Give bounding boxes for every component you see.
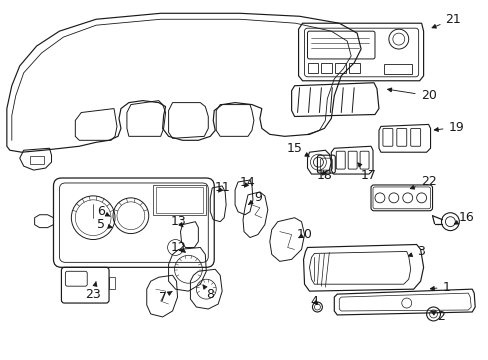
Text: 23: 23 bbox=[85, 282, 101, 301]
Text: 13: 13 bbox=[170, 215, 186, 228]
Text: 14: 14 bbox=[240, 176, 255, 189]
Text: 6: 6 bbox=[97, 205, 110, 218]
Bar bbox=[30, 156, 43, 164]
Text: 1: 1 bbox=[429, 281, 449, 294]
Text: 11: 11 bbox=[214, 181, 229, 194]
Text: 22: 22 bbox=[409, 175, 436, 189]
Text: 21: 21 bbox=[431, 13, 460, 28]
Text: 2: 2 bbox=[430, 310, 445, 323]
Text: 10: 10 bbox=[296, 228, 312, 241]
Text: 7: 7 bbox=[158, 291, 172, 303]
Text: 8: 8 bbox=[203, 285, 214, 301]
Bar bbox=[152, 185, 206, 215]
Text: 9: 9 bbox=[248, 192, 261, 204]
Text: 19: 19 bbox=[433, 121, 463, 134]
Bar bbox=[335, 63, 346, 73]
Bar bbox=[383, 64, 411, 74]
Text: 16: 16 bbox=[453, 211, 473, 224]
Bar bbox=[348, 63, 359, 73]
Text: 20: 20 bbox=[387, 88, 436, 102]
Bar bbox=[155, 187, 203, 213]
Bar bbox=[321, 63, 332, 73]
Text: 4: 4 bbox=[310, 294, 318, 307]
Text: 5: 5 bbox=[97, 218, 112, 231]
Text: 18: 18 bbox=[316, 168, 332, 181]
Text: 3: 3 bbox=[407, 245, 424, 258]
Bar bbox=[307, 63, 318, 73]
Text: 15: 15 bbox=[286, 142, 308, 156]
Text: 17: 17 bbox=[357, 163, 376, 181]
Text: 12: 12 bbox=[170, 241, 186, 254]
Bar bbox=[109, 277, 115, 289]
